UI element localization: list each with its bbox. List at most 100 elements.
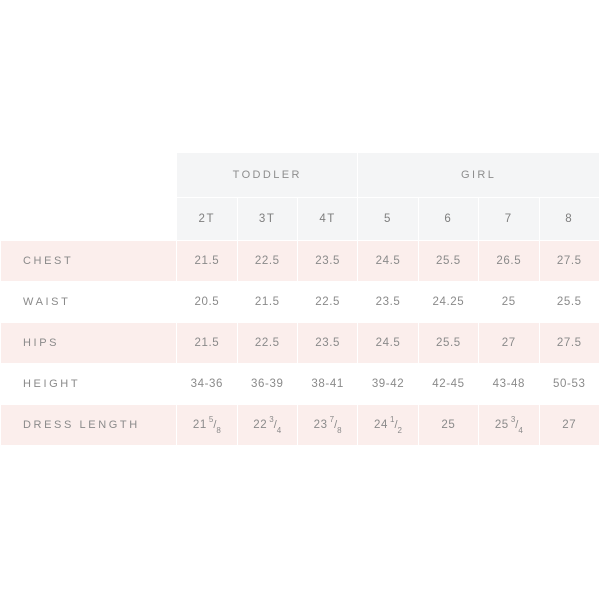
measurement-cell: 27 (538, 404, 600, 446)
size-header-row: 2T 3T 4T 5 6 7 8 (0, 197, 600, 241)
measurement-cell: 23.5 (296, 240, 359, 282)
measurement-value: 21 5/8 (192, 415, 221, 435)
measurement-cell: 43-48 (478, 363, 540, 405)
measurement-value: 25.5 (556, 296, 582, 308)
measurement-cell: 23.5 (296, 322, 359, 364)
measurement-cell: 39-42 (357, 363, 419, 405)
measurement-cell: 21.5 (236, 281, 298, 323)
measurement-value: 38-41 (311, 378, 344, 390)
measurement-value: 20.5 (194, 296, 220, 308)
table-body: CHEST 21.5 22.5 23.5 24.5 25.5 26.5 27.5 WAIST 20… (0, 240, 600, 446)
measurement-cell: 26.5 (478, 240, 540, 282)
measurement-cell: 24 1/2 (357, 404, 419, 446)
measurement-value: 25 (501, 296, 516, 308)
measurement-value: 24 1/2 (374, 415, 402, 435)
fraction: 3/4 (269, 415, 282, 435)
measurement-cell: 34-36 (176, 363, 238, 405)
measurement-value: 21.5 (194, 255, 220, 267)
row-label-hips: HIPS (0, 322, 178, 364)
measurement-value: 42-45 (432, 378, 465, 390)
measurement-value: 50-53 (553, 378, 586, 390)
measurement-cell: 25.5 (417, 240, 480, 282)
measurement-value: 25 (441, 419, 456, 431)
size-row-spacer (0, 197, 177, 241)
fraction: 1/2 (390, 415, 402, 435)
size-header-6: 6 (417, 197, 480, 241)
row-label-chest: CHEST (0, 240, 178, 282)
table-row: CHEST 21.5 22.5 23.5 24.5 25.5 26.5 27.5 (0, 240, 600, 282)
measurement-cell: 22.5 (296, 281, 359, 323)
measurement-cell: 25 (478, 281, 540, 323)
measurement-value: 25.5 (436, 255, 461, 267)
measurement-cell: 50-53 (538, 363, 600, 405)
size-chart-table: TODDLER GIRL 2T 3T 4T 5 6 7 8 CHEST 21.5 22.5 23.5… (0, 152, 600, 446)
group-header-girl: GIRL (357, 152, 600, 198)
measurement-value: 27 (501, 337, 516, 349)
measurement-cell: 22.5 (236, 240, 298, 282)
table-row: HIPS 21.5 22.5 23.5 24.5 25.5 27 27.5 (0, 322, 600, 364)
measurement-value: 27.5 (556, 337, 582, 349)
measurement-cell: 20.5 (176, 281, 238, 323)
measurement-value: 25 3/4 (494, 415, 523, 435)
measurement-cell: 27.5 (538, 322, 600, 364)
measurement-cell: 21 5/8 (176, 404, 238, 446)
measurement-cell: 25.5 (538, 281, 600, 323)
measurement-cell: 24.25 (417, 281, 480, 323)
measurement-value: 27.5 (556, 255, 582, 267)
measurement-cell: 23.5 (357, 281, 419, 323)
table-row: DRESS LENGTH 21 5/8 22 3/4 23 7/8 24 1/2 25 25 3/4 2… (0, 404, 600, 446)
measurement-value: 24.25 (432, 296, 465, 308)
fraction: 3/4 (510, 415, 523, 435)
fraction: 5/8 (208, 415, 221, 435)
measurement-value: 21.5 (254, 296, 280, 308)
row-label-height: HEIGHT (0, 363, 178, 405)
measurement-cell: 42-45 (417, 363, 480, 405)
measurement-value: 24.5 (375, 337, 401, 349)
measurement-value: 23.5 (315, 337, 341, 349)
measurement-value: 36-39 (251, 378, 284, 390)
measurement-value: 22.5 (254, 255, 280, 267)
group-header-toddler: TODDLER (176, 152, 359, 198)
measurement-value: 21.5 (194, 337, 220, 349)
measurement-cell: 22.5 (236, 322, 298, 364)
table-head: TODDLER GIRL 2T 3T 4T 5 6 7 8 (0, 152, 600, 241)
measurement-value: 22.5 (254, 337, 280, 349)
measurement-value: 24.5 (375, 255, 401, 267)
measurement-value: 22 3/4 (253, 415, 282, 435)
measurement-cell: 24.5 (357, 240, 419, 282)
measurement-cell: 24.5 (357, 322, 419, 364)
measurement-value: 43-48 (492, 378, 526, 390)
measurement-cell: 21.5 (176, 322, 238, 364)
measurement-cell: 22 3/4 (236, 404, 298, 446)
table-row: HEIGHT 34-36 36-39 38-41 39-42 42-45 43-48 50-5… (0, 363, 600, 405)
group-header-row: TODDLER GIRL (0, 152, 600, 198)
measurement-value: 27 (562, 419, 577, 431)
measurement-value: 23.5 (375, 296, 401, 308)
measurement-cell: 23 7/8 (296, 404, 359, 446)
row-label-waist: WAIST (0, 281, 178, 323)
size-header-7: 7 (478, 197, 540, 241)
table-row: WAIST 20.5 21.5 22.5 23.5 24.25 25 25.5 (0, 281, 600, 323)
measurement-value: 22.5 (315, 296, 341, 308)
size-header-4t: 4T (296, 197, 359, 241)
measurement-value: 34-36 (190, 378, 224, 390)
measurement-cell: 27 (478, 322, 540, 364)
measurement-cell: 27.5 (538, 240, 600, 282)
measurement-value: 39-42 (371, 378, 405, 390)
row-label-dress-length: DRESS LENGTH (0, 404, 178, 446)
measurement-cell: 25 (417, 404, 480, 446)
fraction: 7/8 (329, 415, 342, 435)
measurement-cell: 25 3/4 (478, 404, 540, 446)
header-corner-spacer (0, 152, 177, 198)
size-header-5: 5 (357, 197, 419, 241)
measurement-cell: 25.5 (417, 322, 480, 364)
measurement-cell: 21.5 (176, 240, 238, 282)
size-header-8: 8 (538, 197, 600, 241)
measurement-cell: 36-39 (236, 363, 298, 405)
measurement-value: 23.5 (315, 255, 341, 267)
measurement-cell: 38-41 (296, 363, 359, 405)
size-header-2t: 2T (176, 197, 238, 241)
measurement-value: 26.5 (496, 255, 522, 267)
measurement-value: 23 7/8 (313, 415, 342, 435)
